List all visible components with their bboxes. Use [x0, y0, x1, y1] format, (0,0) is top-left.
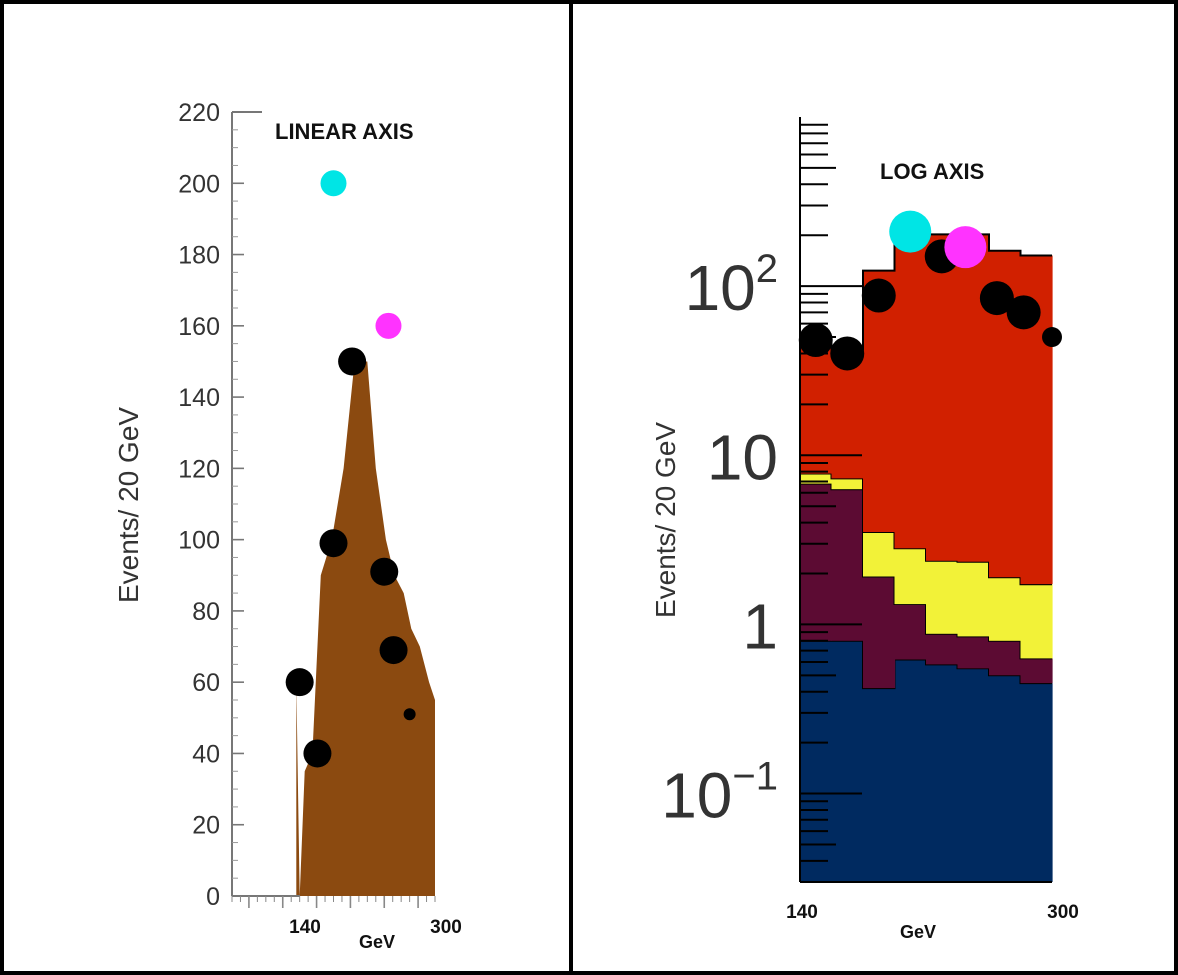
linear-data-point: [379, 636, 408, 665]
log-data-point: [861, 278, 896, 313]
linear-y-tick-label: 180: [178, 242, 220, 270]
linear-x-tick-label-300: 300: [430, 917, 462, 938]
log-axis-panel: LOG AXIS Events/ 20 GeV GeV 140 300 10−1…: [650, 117, 1079, 942]
log-y-tick-label: 102: [685, 247, 778, 324]
log-stack-bar-layer-2: [926, 560, 959, 634]
linear-highlight-marker: [320, 170, 347, 197]
log-stack-bar-layer-1: [989, 640, 1022, 676]
linear-axes: 0 20 40 60 80 100 120 140 160 180 200 220: [178, 99, 436, 911]
log-stack-bar-layer-0: [926, 664, 959, 882]
linear-y-tick-label: 120: [178, 455, 220, 483]
log-stack-bar-layer-1: [926, 633, 959, 665]
linear-y-tick-label: 20: [192, 812, 220, 840]
log-x-tick-label-140: 140: [786, 902, 818, 923]
log-stack-bar-layer-2: [863, 532, 896, 577]
linear-y-tick-label: 220: [178, 99, 220, 127]
log-data-point: [1006, 295, 1041, 330]
linear-data-point: [319, 529, 348, 558]
log-stack-bar-layer-2: [831, 478, 864, 490]
log-stack-bar-layer-1: [894, 604, 927, 660]
linear-y-tick-label: 0: [206, 883, 220, 911]
log-stack-bar-layer-1: [831, 489, 864, 641]
linear-y-tick-label: 100: [178, 527, 220, 555]
log-x-tick-label-300: 300: [1047, 902, 1079, 923]
log-axes: [799, 117, 1052, 883]
log-stack-bar-layer-1: [800, 483, 833, 641]
linear-data-point: [338, 347, 367, 376]
log-data-point: [1042, 327, 1062, 348]
log-stack-bar-layer-3: [957, 234, 990, 562]
log-stack-bar-layer-3: [831, 349, 864, 479]
log-data-point: [798, 323, 833, 358]
linear-points-layer: [285, 170, 416, 768]
log-stack-bar-layer-1: [957, 636, 990, 669]
linear-area-fill: [296, 361, 435, 896]
linear-y-tick-label: 40: [192, 740, 220, 768]
log-stack-bar-layer-1: [863, 576, 896, 689]
linear-axis-panel: 0 20 40 60 80 100 120 140 160 180 200 220 LINEAR AX…: [113, 99, 462, 952]
log-stack-bar-layer-0: [894, 659, 927, 882]
log-y-tick-label: 10: [707, 421, 778, 493]
log-stack-bar-layer-1: [1020, 658, 1053, 684]
log-y-tick-label: 1: [742, 590, 778, 662]
log-stack-bar-layer-3: [863, 270, 896, 532]
linear-y-tick-label: 60: [192, 669, 220, 697]
log-stack-bar-layer-2: [800, 473, 833, 484]
linear-y-axis-label: Events/ 20 GeV: [113, 407, 144, 603]
log-stack-bar-layer-2: [894, 548, 927, 605]
linear-area-layer: [296, 361, 435, 896]
log-highlight-marker: [944, 226, 987, 269]
linear-x-tick-label-140: 140: [289, 917, 321, 938]
linear-data-point: [403, 708, 416, 721]
log-points-layer: [798, 210, 1062, 371]
log-stack-bar-layer-0: [989, 675, 1022, 882]
log-y-axis-label: Events/ 20 GeV: [650, 422, 681, 618]
linear-highlight-marker: [375, 312, 402, 339]
log-stack-bar-layer-0: [957, 668, 990, 882]
log-stack-bar-layer-0: [831, 640, 864, 882]
linear-panel-title: LINEAR AXIS: [275, 119, 414, 144]
log-data-point: [830, 336, 865, 371]
linear-y-tick-label: 200: [178, 170, 220, 198]
linear-data-point: [285, 668, 314, 697]
log-stack-bar-layer-3: [800, 340, 833, 474]
linear-data-point: [370, 557, 399, 586]
log-stack-bar-layer-0: [1020, 683, 1053, 882]
linear-data-point: [303, 739, 332, 768]
log-highlight-marker: [889, 210, 932, 253]
log-y-tick-label: 10−1: [661, 755, 778, 832]
log-x-axis-label: GeV: [900, 922, 936, 942]
log-stack-layer: [800, 233, 1053, 882]
log-stack-bar-layer-0: [800, 640, 833, 882]
log-stack-bar-layer-2: [1020, 584, 1053, 659]
log-data-point: [979, 281, 1014, 316]
log-stack-bar-layer-3: [894, 234, 927, 549]
log-panel-title: LOG AXIS: [880, 159, 984, 184]
linear-x-axis-label: GeV: [359, 932, 395, 952]
log-stack-bar-layer-3: [926, 234, 959, 561]
linear-y-tick-label: 140: [178, 384, 220, 412]
linear-y-tick-label: 80: [192, 598, 220, 626]
log-stack-bar-layer-0: [863, 688, 896, 882]
log-stack-bar-layer-2: [957, 561, 990, 637]
log-stack-bar-layer-2: [989, 577, 1022, 641]
log-y-tick-labels: 10−1 1 10 102: [661, 247, 778, 831]
linear-y-tick-label: 160: [178, 313, 220, 341]
